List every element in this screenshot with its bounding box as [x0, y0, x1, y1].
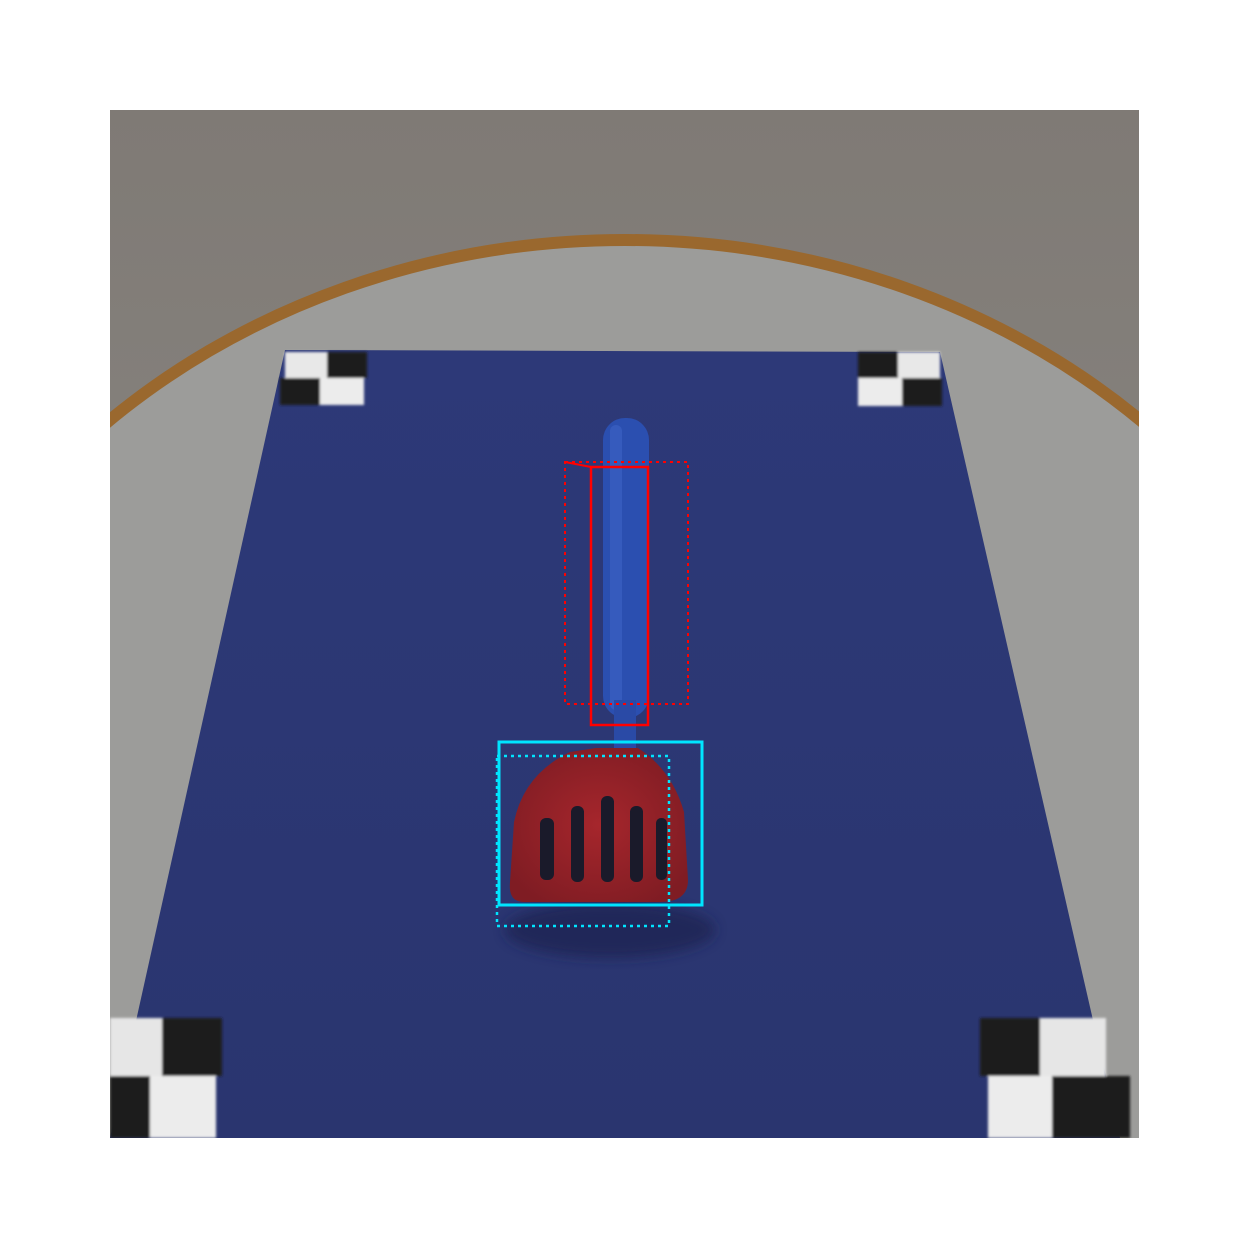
handle-box-dotted — [564, 461, 689, 705]
handle-bounding-boxes — [564, 461, 689, 727]
spatula-shadow — [505, 902, 715, 958]
checker-marker-bottom-left — [110, 1018, 222, 1138]
checker-marker-top-left — [280, 352, 367, 405]
handle-box-connector — [564, 461, 592, 468]
table-rim — [110, 234, 1139, 428]
spatula-handle — [603, 418, 649, 760]
handle-box-solid — [589, 465, 650, 727]
checker-marker-bottom-right — [980, 1018, 1130, 1138]
head-box-dotted — [495, 754, 671, 928]
head-box-solid — [497, 740, 704, 907]
spatula-head — [509, 748, 688, 902]
checker-marker-top-right — [858, 352, 942, 406]
head-bounding-boxes — [495, 740, 704, 928]
